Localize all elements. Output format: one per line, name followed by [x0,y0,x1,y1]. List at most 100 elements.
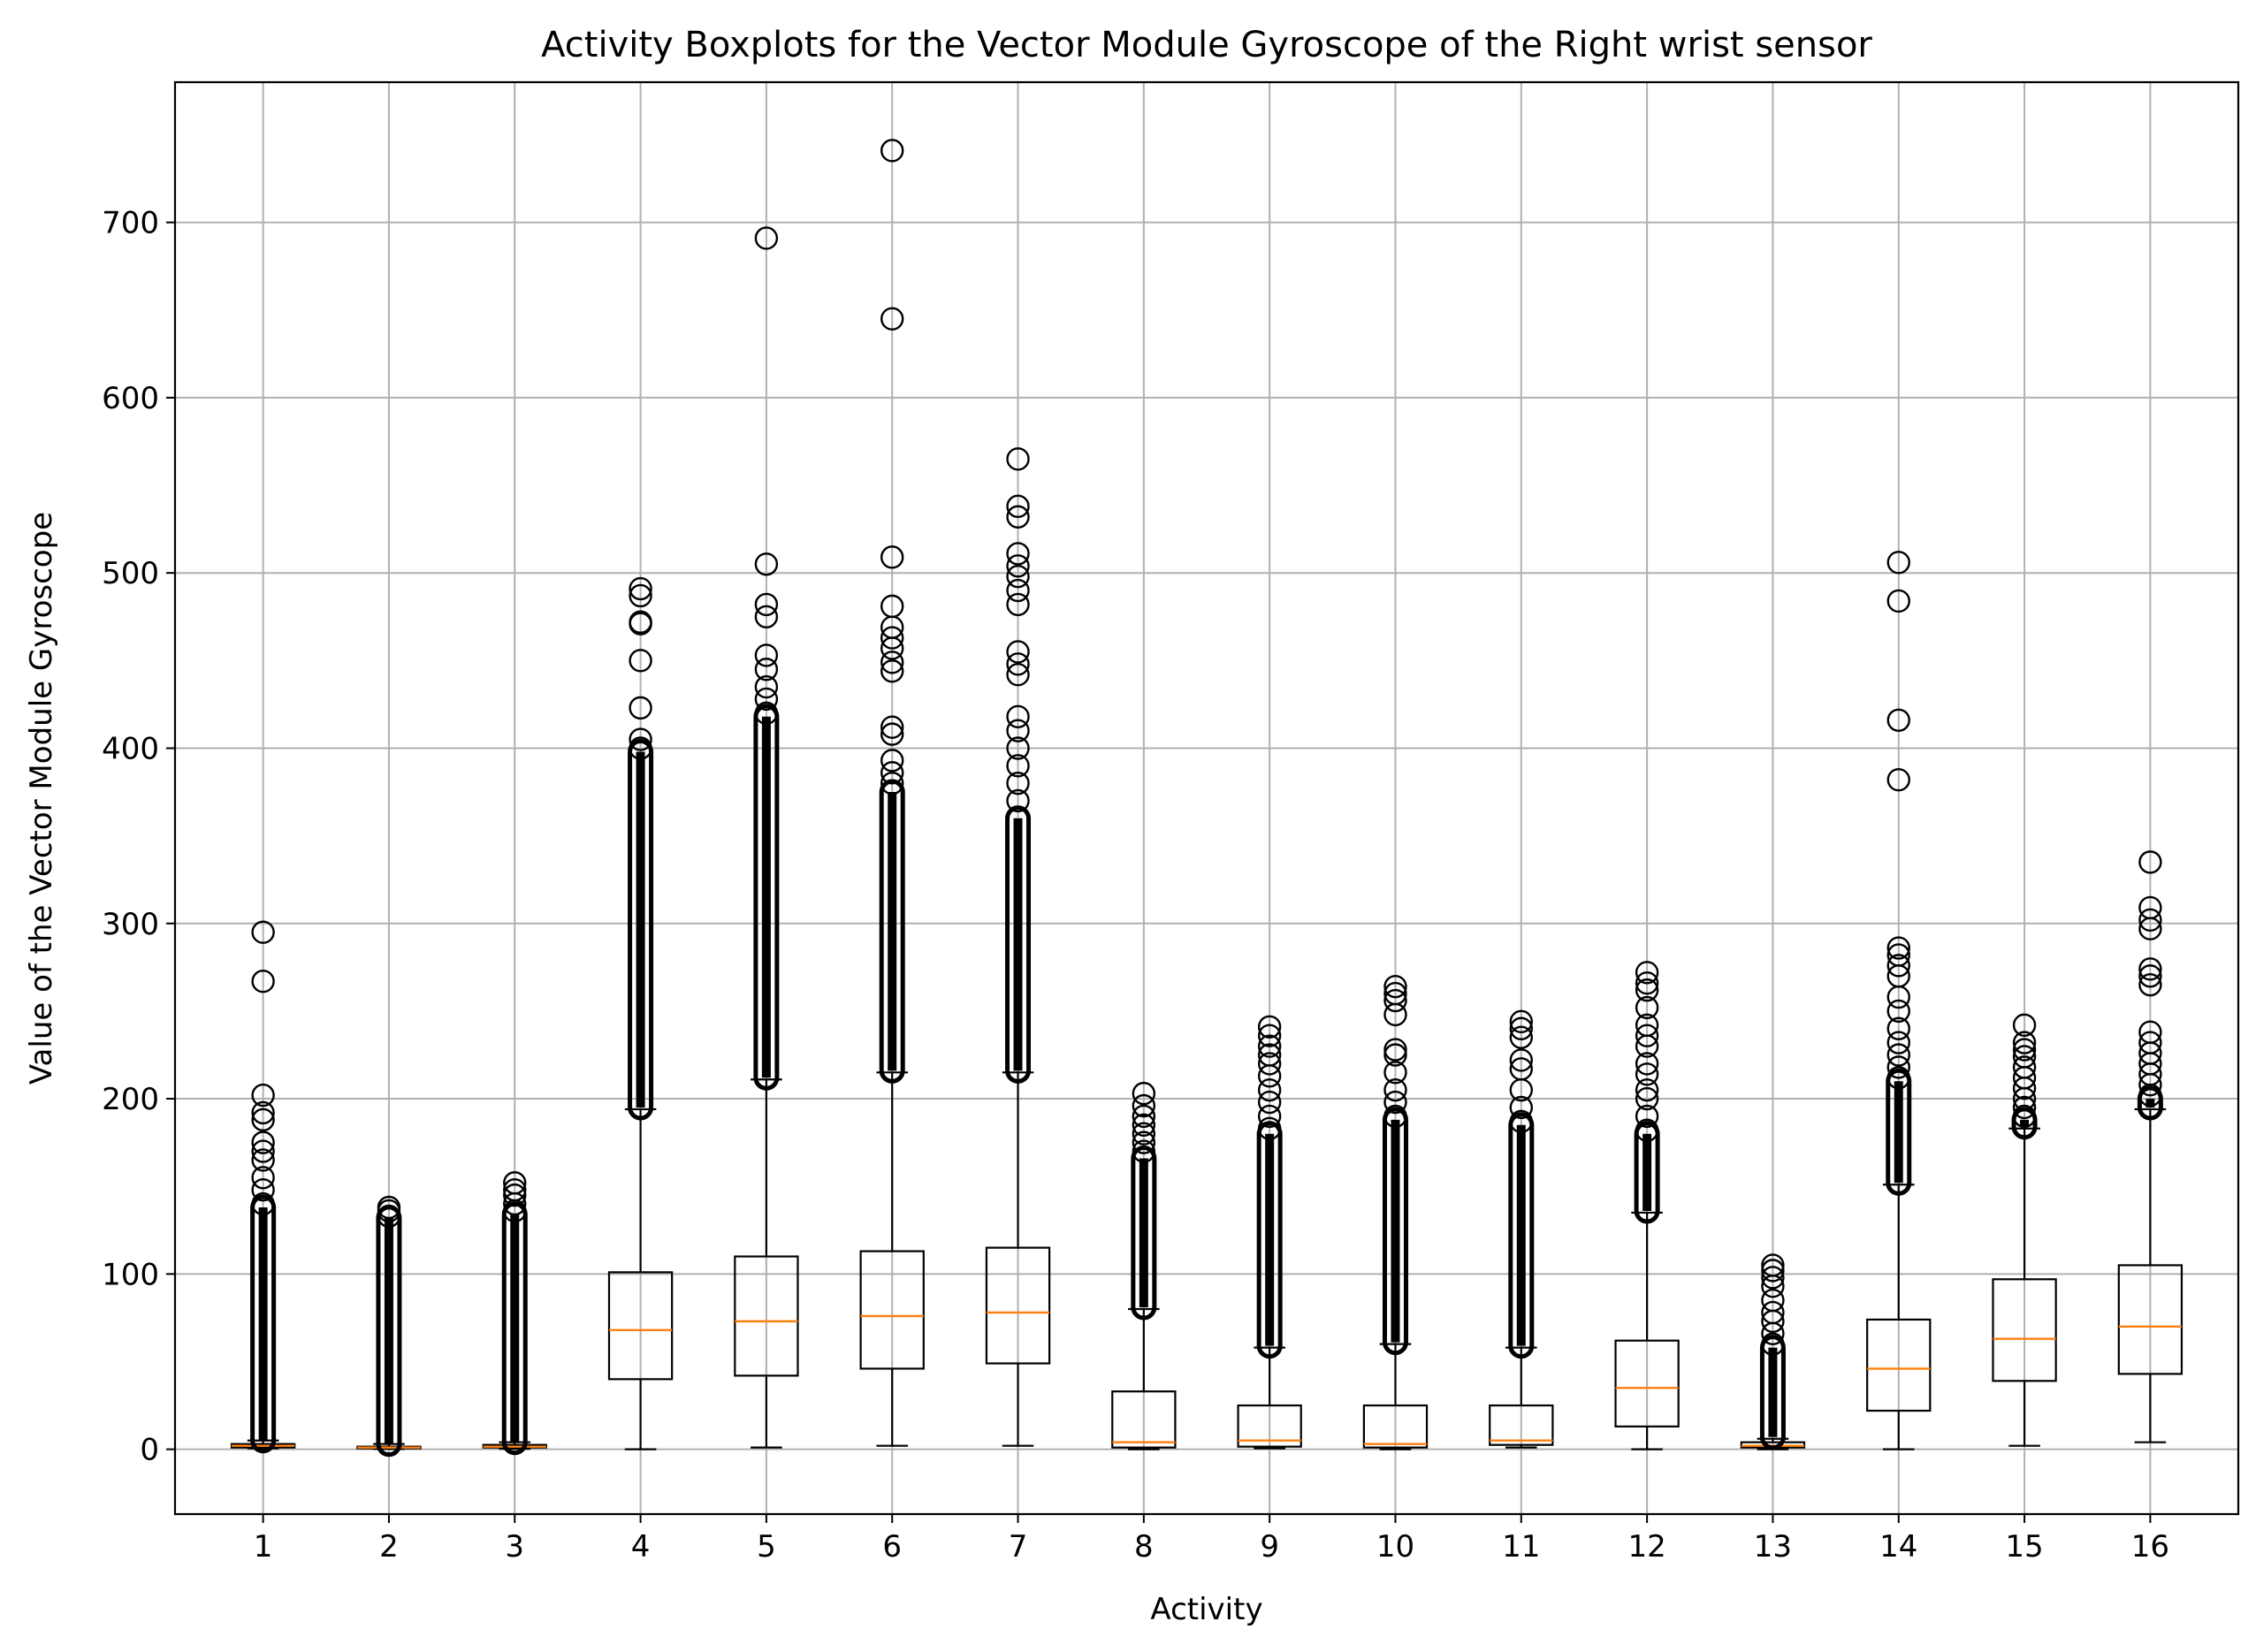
box-activity-4 [607,576,674,1450]
outlier-point [1383,988,1407,1013]
outlier-point [1509,1048,1533,1072]
x-tick-label: 9 [1260,1529,1279,1564]
outlier-point [1257,1090,1282,1115]
box-activity-2 [356,1195,422,1458]
outlier-point [377,1199,401,1223]
outlier-point [880,139,904,163]
box-iqr [1489,1404,1554,1446]
outlier-point [1886,767,1910,792]
outlier-point [1257,1104,1282,1129]
outlier-cluster [250,1194,277,1454]
outlier-point [880,722,904,746]
outlier-point [629,696,652,720]
outlier-point [1509,1077,1533,1102]
outliers [1131,1081,1157,1321]
outlier-point [1132,1104,1156,1129]
box-activity-16 [2117,850,2184,1443]
outlier-point [251,1177,275,1202]
box-activity-14 [1866,551,1932,1450]
outlier-point [1509,1025,1533,1049]
outlier-point [1132,1122,1156,1146]
outlier-point [880,307,904,331]
outlier-point [1006,564,1030,589]
outlier-point [1635,1086,1659,1111]
outlier-point [1635,1104,1659,1129]
outlier-point [1635,1118,1659,1142]
outlier-point [629,649,652,673]
outlier-point [1383,974,1407,999]
box-activity-10 [1362,974,1429,1450]
outlier-point [1635,978,1659,1002]
grid-lines [175,82,2238,1514]
outlier-point [1635,971,1659,995]
box-activity-11 [1489,1009,1554,1449]
y-axis-ticks: 0 100 200 300 400 500 600 700 [102,206,175,1468]
outlier-point [251,1148,275,1172]
outliers [1256,1015,1283,1359]
outlier-point [1257,1034,1282,1058]
outlier-point [503,1199,527,1223]
outlier-point [1132,1113,1156,1138]
outlier-cluster [628,738,654,1121]
outlier-point [251,1131,275,1154]
y-tick-label: 400 [102,731,159,766]
outlier-point [1509,1016,1533,1040]
outlier-point [2012,1031,2037,1054]
box-activity-12 [1614,961,1680,1450]
outlier-point [1509,1095,1533,1120]
box-activity-9 [1237,1015,1302,1450]
outlier-point [251,1139,275,1163]
outlier-point [629,727,652,751]
x-tick-label: 6 [882,1529,902,1564]
outlier-point [1006,704,1030,728]
x-axis-ticks: 1 2 3 4 5 6 7 8 9 10 11 12 13 14 15 16 [254,1514,2169,1564]
outlier-cluster [1508,1112,1535,1359]
outlier-point [1257,1015,1282,1039]
outlier-point [503,1191,527,1216]
chart-title: Activity Boxplots for the Vector Module … [541,25,1872,65]
outlier-point [1635,1034,1659,1058]
box-iqr [1237,1404,1302,1448]
box-iqr [1614,1339,1680,1427]
outlier-cluster [501,1201,528,1456]
outlier-point [1006,447,1030,471]
outlier-point [880,545,904,569]
outlier-point [1886,1016,1910,1040]
box-activity-7 [985,447,1051,1447]
outlier-point [2138,850,2162,874]
outlier-point [1006,542,1030,566]
x-tick-label: 8 [1134,1529,1154,1564]
outlier-point [1006,754,1030,778]
outlier-cluster [1759,1335,1786,1450]
outlier-point [880,715,904,739]
outlier-point [251,1191,275,1216]
box-activity-3 [482,1171,547,1456]
outlier-point [1886,1055,1910,1079]
box-iqr [607,1271,674,1381]
outlier-point [1006,771,1030,796]
box-iqr [734,1255,799,1377]
outlier-point [2138,972,2162,997]
outlier-point [1509,1009,1533,1034]
outlier-point [1383,1038,1407,1062]
outliers [628,576,654,1121]
outliers [1382,974,1408,1356]
outlier-point [754,658,779,681]
outlier-point [251,1108,275,1132]
outlier-point [2138,917,2162,940]
outlier-point [1257,1064,1282,1088]
outliers [1759,1253,1786,1450]
box-activity-13 [1740,1253,1806,1450]
box-iqr [985,1246,1051,1365]
x-tick-label: 1 [254,1529,273,1564]
box-activity-15 [1992,1013,2057,1447]
outlier-point [754,552,779,576]
box-activity-1 [230,920,296,1454]
outlier-point [2012,1104,2037,1129]
outliers [753,226,780,1091]
outlier-point [1886,999,1910,1024]
outlier-point [2138,957,2162,981]
box-iqr [859,1250,925,1370]
outlier-point [2138,1083,2162,1108]
